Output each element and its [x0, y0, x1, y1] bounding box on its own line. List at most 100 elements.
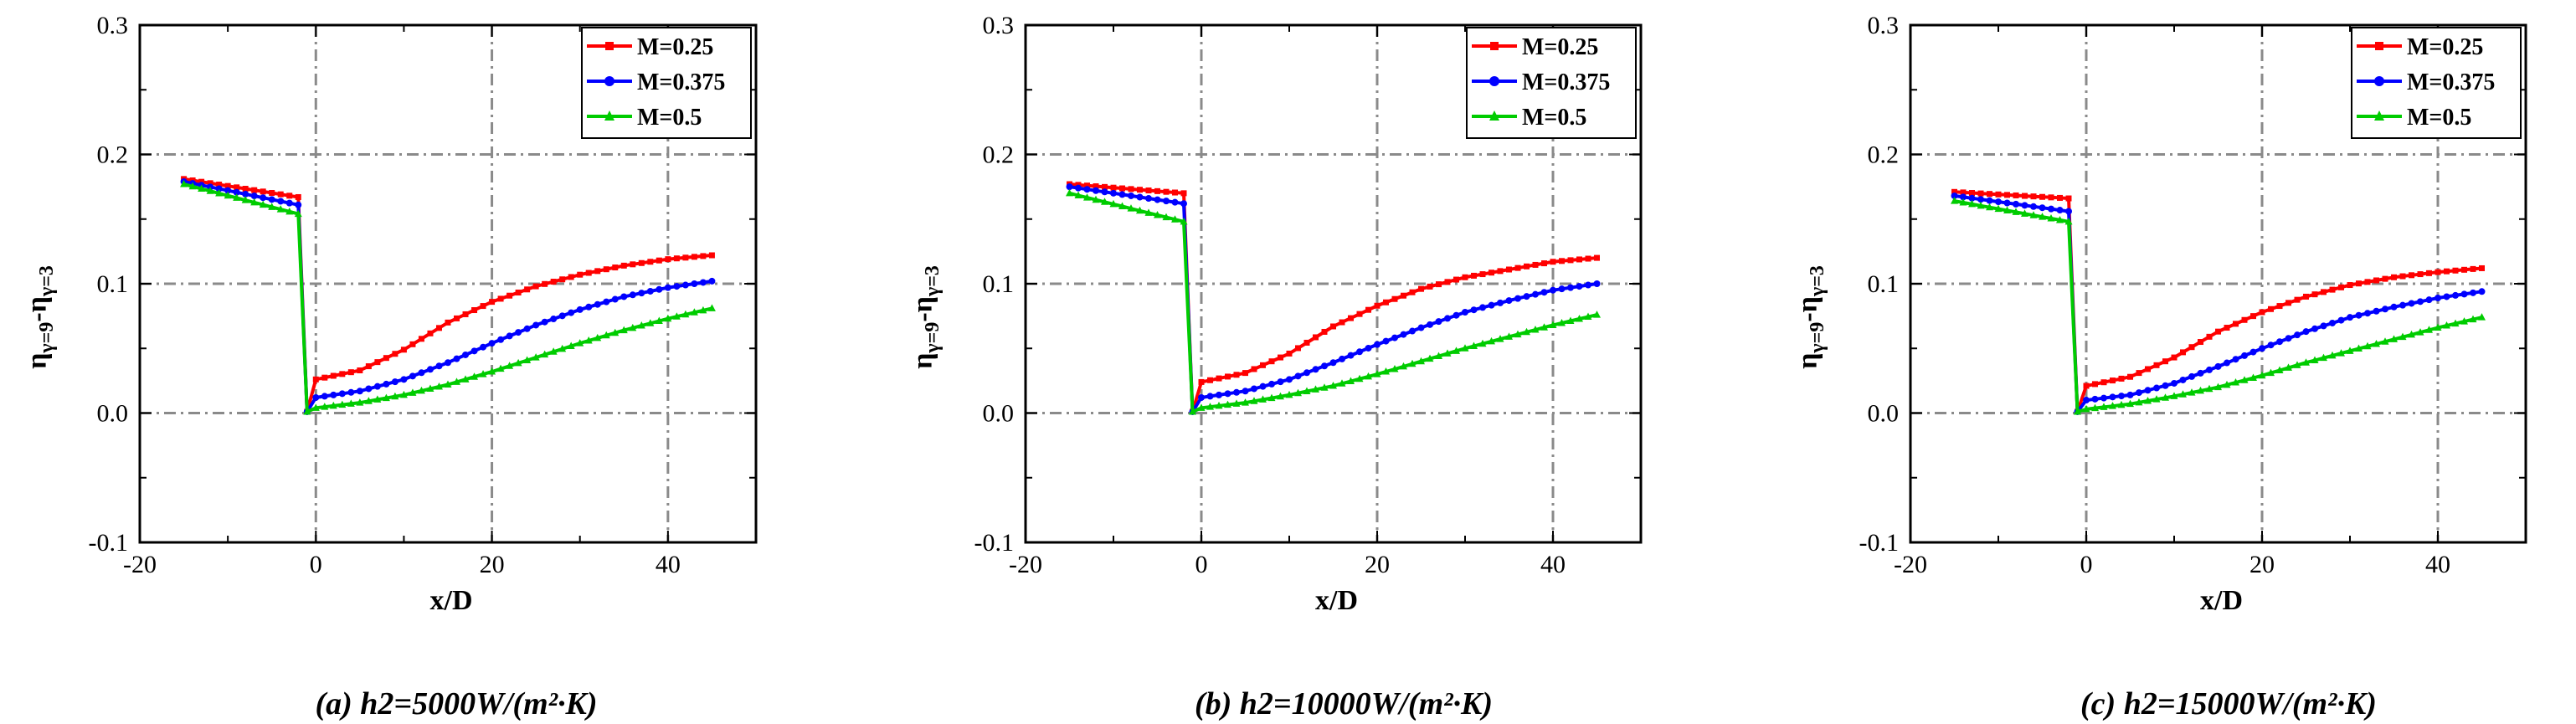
data-point: [2003, 199, 2011, 207]
series-M=0.375: [180, 177, 716, 415]
data-point: [1478, 339, 1487, 347]
data-point: [1523, 327, 1530, 336]
data-point: [2188, 344, 2195, 351]
data-point: [1172, 189, 1178, 196]
data-point: [2048, 205, 2054, 213]
data-point: [541, 318, 548, 326]
data-point: [2390, 335, 2398, 342]
data-point: [1462, 308, 1468, 316]
data-point: [2162, 358, 2168, 365]
data-point: [1312, 366, 1319, 373]
data-point: [400, 376, 408, 383]
data-point: [2444, 268, 2450, 275]
data-point: [708, 277, 716, 285]
x-tick-label: -20: [1894, 551, 1927, 578]
chart-panel-3: -20 0 20 40 -0.1 0.0 0.1 0.2 0.3 x/D ηγ=9-ηγ=3 M=0.…: [1792, 12, 2527, 721]
data-point: [409, 388, 417, 396]
data-point: [216, 182, 223, 188]
data-point: [655, 316, 663, 324]
series-M=0.25: [181, 176, 715, 415]
data-point: [2056, 215, 2064, 223]
data-point: [471, 307, 478, 314]
data-point: [2233, 321, 2239, 327]
data-point: [2381, 337, 2389, 345]
data-point: [1382, 337, 1390, 345]
data-point: [2214, 383, 2222, 391]
data-point: [2346, 347, 2354, 354]
data-point: [1488, 336, 1495, 345]
data-point: [1260, 362, 1266, 368]
data-point: [2328, 351, 2337, 359]
data-point: [2452, 267, 2459, 274]
data-point: [1303, 387, 1311, 395]
x-tick-label: 20: [480, 551, 505, 578]
data-point: [479, 370, 487, 377]
panel-caption: (b) h2=10000W/(m²·K): [1195, 686, 1493, 721]
data-point: [215, 185, 223, 193]
data-point: [2425, 326, 2433, 333]
data-point: [285, 207, 294, 215]
data-point: [399, 390, 408, 398]
data-point: [1251, 366, 1257, 372]
data-point: [1960, 189, 1967, 196]
data-point: [1356, 311, 1363, 317]
series-line: [1069, 191, 1597, 413]
data-point: [1093, 187, 1099, 194]
y-tick-label: 0.0: [1868, 400, 1900, 428]
data-point: [2425, 296, 2433, 304]
data-point: [1453, 311, 1460, 319]
data-point: [330, 372, 337, 379]
legend-swatch-marker: [1489, 76, 1499, 86]
data-point: [480, 343, 487, 351]
data-point: [1330, 323, 1336, 330]
data-point: [620, 293, 628, 300]
data-point: [1118, 191, 1126, 198]
data-point: [620, 262, 627, 269]
data-point: [1278, 354, 1283, 361]
y-tick-label: 0.2: [97, 141, 129, 169]
data-point: [1444, 315, 1451, 322]
data-point: [1435, 318, 1442, 326]
data-point: [1128, 186, 1134, 193]
data-point: [2461, 266, 2467, 273]
data-point: [2214, 362, 2222, 370]
data-point: [1951, 192, 1958, 199]
data-point: [1232, 399, 1241, 407]
data-point: [2417, 298, 2424, 306]
data-point: [2363, 341, 2372, 350]
legend-label: M=0.375: [1522, 69, 1610, 95]
legend-label: M=0.375: [637, 69, 725, 95]
y-axis-label-part: γ=9: [1807, 322, 1828, 354]
legend-label: M=0.375: [2407, 69, 2495, 95]
data-point: [568, 274, 574, 280]
data-point: [2030, 193, 2037, 200]
data-point: [1488, 301, 1495, 309]
data-point: [2241, 316, 2248, 323]
data-point: [1277, 378, 1284, 386]
data-point: [2329, 286, 2336, 293]
series-M=0.25: [1951, 188, 2485, 415]
data-point: [1373, 370, 1381, 377]
data-point: [1268, 380, 1275, 388]
y-tick-label: -0.1: [1859, 529, 1900, 557]
data-point: [1524, 263, 1530, 270]
data-point: [392, 351, 398, 357]
panel-caption: (c) h2=15000W/(m²·K): [2080, 686, 2377, 721]
y-axis-label: ηγ=9-ηγ=3: [1792, 265, 1828, 369]
data-point: [1163, 188, 1170, 195]
data-point: [2294, 296, 2301, 303]
data-point: [1171, 198, 1179, 206]
data-point: [2267, 341, 2275, 349]
data-point: [1558, 318, 1566, 326]
data-point: [2321, 289, 2327, 295]
data-point: [409, 372, 416, 380]
data-point: [2021, 202, 2028, 209]
data-point: [1355, 374, 1364, 383]
data-point: [347, 388, 355, 396]
data-point: [707, 304, 716, 311]
data-point: [1576, 315, 1583, 322]
data-point: [506, 292, 513, 299]
data-point: [1497, 299, 1504, 306]
data-point: [2109, 402, 2116, 409]
y-axis-label-part: γ=3: [36, 265, 58, 297]
